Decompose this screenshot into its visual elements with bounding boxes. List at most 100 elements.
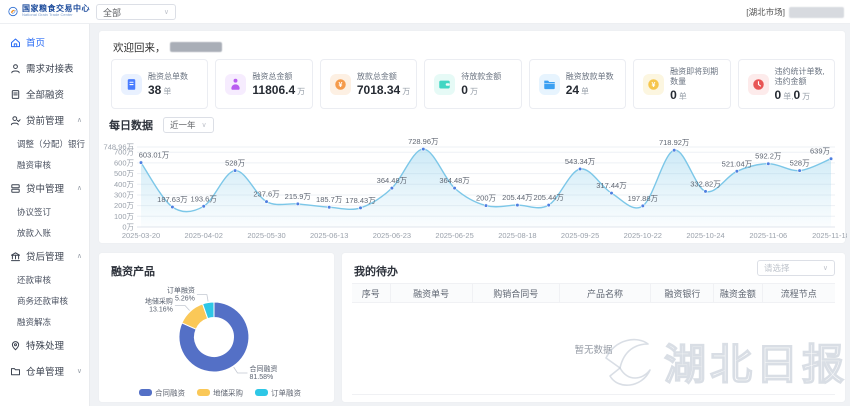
svg-text:528万: 528万 <box>225 159 246 168</box>
stat-unit: 单, <box>783 92 794 101</box>
sidebar-item-label: 全部融资 <box>26 90 65 101</box>
svg-text:地储采购: 地储采购 <box>213 388 243 398</box>
svg-text:200万: 200万 <box>114 201 135 210</box>
svg-text:100万: 100万 <box>114 212 135 221</box>
sidebar-item-in-loan-management[interactable]: 贷中管理 ∧ <box>0 175 89 201</box>
todo-column-header: 产品名称 <box>560 284 652 302</box>
stat-value: 0 <box>793 88 801 102</box>
financing-product-title: 融资产品 <box>111 266 155 278</box>
svg-text:¥: ¥ <box>338 81 342 88</box>
svg-text:合同融资: 合同融资 <box>155 388 185 398</box>
market-select[interactable]: 全部 ∨ <box>96 4 176 20</box>
sidebar-item-label: 贷后管理 <box>26 252 65 263</box>
sidebar-item-label: 贷中管理 <box>26 184 65 195</box>
svg-text:187.63万: 187.63万 <box>157 195 188 204</box>
svg-text:2025-10-22: 2025-10-22 <box>624 231 662 240</box>
sidebar-subitem-label: 商务还款审核 <box>17 295 69 306</box>
coin-icon: ¥ <box>643 73 665 95</box>
chevron-down-icon: ∨ <box>201 122 207 129</box>
sidebar-item-special-handling[interactable]: 特殊处理 <box>0 332 89 358</box>
chevron-down-icon: ∨ <box>76 368 82 375</box>
svg-text:2025-09-25: 2025-09-25 <box>561 231 599 240</box>
svg-text:364.48万: 364.48万 <box>377 176 408 185</box>
sidebar-subitem-financing-unfreeze[interactable]: 融资解冻 <box>0 311 89 332</box>
sidebar-subitem-repayment-review[interactable]: 还款审核 <box>0 269 89 290</box>
svg-text:237.6万: 237.6万 <box>253 190 280 199</box>
header-bar: 国家粮食交易中心 National Grain Trade Center 全部 … <box>0 0 850 24</box>
stat-card: 融资总单数 38 单 <box>111 59 209 109</box>
svg-text:2025-04-02: 2025-04-02 <box>185 231 223 240</box>
stat-unit: 万 <box>402 87 411 96</box>
svg-text:500万: 500万 <box>114 169 135 178</box>
svg-text:639万: 639万 <box>810 147 831 156</box>
svg-text:205.44万: 205.44万 <box>533 193 564 202</box>
todo-column-header: 融资单号 <box>391 284 473 302</box>
daily-data-line-chart: 0万100万200万300万400万500万600万700万748.96万202… <box>104 137 847 240</box>
market-tag: [湖北市场] <box>746 7 785 17</box>
sidebar-item-warehouse-receipt-management[interactable]: 仓单管理 ∨ <box>0 358 89 384</box>
sidebar-subitem-agreement-signing[interactable]: 协议签订 <box>0 201 89 222</box>
sidebar-subitem-business-repayment-review[interactable]: 商务还款审核 <box>0 290 89 311</box>
svg-text:718.92万: 718.92万 <box>659 138 690 147</box>
coin-icon: ¥ <box>329 73 351 95</box>
sidebar-item-all-financing[interactable]: 全部融资 <box>0 81 89 107</box>
todo-filter-select[interactable]: 请选择 ∨ <box>757 260 835 276</box>
sidebar-item-label: 特殊处理 <box>26 341 65 352</box>
todo-table-header: 序号 融资单号 购销合同号 产品名称 融资银行 融资金额 流程节点 <box>352 283 835 303</box>
todo-column-header: 融资金额 <box>714 284 763 302</box>
range-select[interactable]: 近一年 ∨ <box>163 117 214 133</box>
chevron-down-icon: ∨ <box>163 9 169 16</box>
sidebar-item-home[interactable]: 首页 <box>0 29 89 55</box>
sidebar-subitem-adjust-assign-bank[interactable]: 调整（分配）银行 <box>0 133 89 154</box>
sidebar-item-post-loan-management[interactable]: 贷后管理 ∧ <box>0 243 89 269</box>
svg-text:400万: 400万 <box>114 180 135 189</box>
sidebar-subitem-label: 调整（分配）银行 <box>17 138 86 149</box>
sidebar-subitem-loan-disbursement[interactable]: 放款入账 <box>0 222 89 243</box>
sidebar-item-label: 需求对接表 <box>26 64 74 75</box>
svg-text:317.44万: 317.44万 <box>596 181 627 190</box>
stat-unit: 万 <box>469 87 478 96</box>
folder-icon <box>538 73 560 95</box>
svg-text:528万: 528万 <box>790 159 811 168</box>
svg-text:2025-06-23: 2025-06-23 <box>373 231 411 240</box>
redacted-username <box>789 6 844 18</box>
svg-text:215.9万: 215.9万 <box>285 192 312 201</box>
bag-icon <box>225 73 247 95</box>
svg-text:300万: 300万 <box>114 191 135 200</box>
sidebar-subitem-label: 放款入账 <box>17 227 52 238</box>
stat-label: 融资总金额 <box>252 72 293 81</box>
layers-icon <box>11 183 20 193</box>
chevron-down-icon: ∨ <box>822 265 828 272</box>
svg-text:543.34万: 543.34万 <box>565 157 596 166</box>
stat-value: 7018.34 <box>356 83 401 97</box>
home-icon <box>11 38 20 47</box>
brand-logo-icon <box>8 6 18 17</box>
svg-text:0万: 0万 <box>122 223 134 232</box>
svg-text:5.26%: 5.26% <box>175 296 195 303</box>
daily-data-title: 每日数据 <box>109 120 153 132</box>
stat-label: 违约统计单数,违约金额 <box>774 67 825 86</box>
todo-column-header: 购销合同号 <box>473 284 560 302</box>
todo-column-header: 流程节点 <box>780 288 817 299</box>
sidebar-item-demand-matching[interactable]: 需求对接表 <box>0 55 89 81</box>
sidebar: 首页需求对接表全部融资贷前管理 ∧ 调整（分配）银行 融资审核贷中管理 ∧ 协议签订放款入… <box>0 24 90 406</box>
sidebar-subitem-label: 融资审核 <box>17 159 52 170</box>
market-select-value: 全部 <box>103 7 122 18</box>
sidebar-item-pre-loan-management[interactable]: 贷前管理 ∧ <box>0 107 89 133</box>
brand-subtitle: National Grain Trade Center <box>22 12 73 18</box>
user-icon <box>11 63 20 73</box>
svg-text:748.96万: 748.96万 <box>104 143 135 152</box>
svg-text:178.43万: 178.43万 <box>345 196 376 205</box>
svg-text:合同融资: 合同融资 <box>250 364 278 373</box>
stat-label: 融资总单数 <box>148 72 188 81</box>
stat-value: 11806.4 <box>252 83 296 97</box>
svg-text:700万: 700万 <box>114 148 135 157</box>
sidebar-subitem-financing-review[interactable]: 融资审核 <box>0 154 89 175</box>
svg-text:81.58%: 81.58% <box>250 374 274 381</box>
svg-text:728.96万: 728.96万 <box>408 137 439 146</box>
sidebar-subitem-label: 还款审核 <box>17 274 52 285</box>
stat-unit: 单 <box>678 92 687 101</box>
